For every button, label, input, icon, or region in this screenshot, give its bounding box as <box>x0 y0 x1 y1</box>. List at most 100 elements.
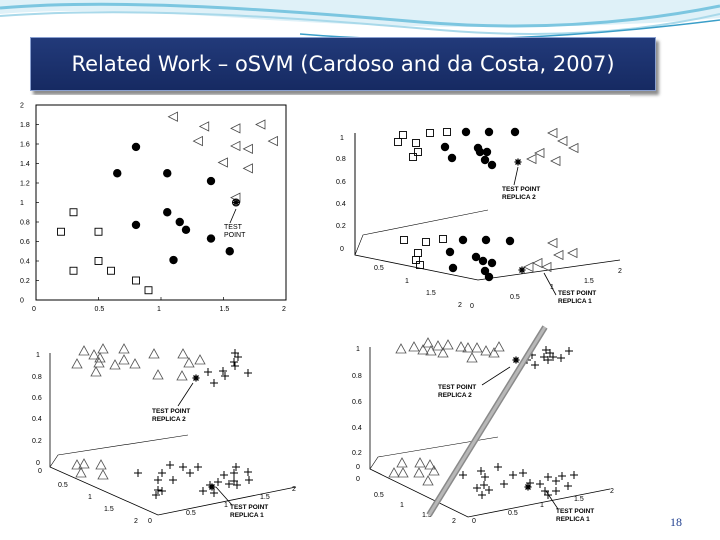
bl-axis-labels-left: 0 0.5 1 1.5 2 <box>38 468 138 525</box>
tr-circle-point <box>484 127 494 137</box>
br-cross-point <box>540 353 548 361</box>
br-axis-labels-right: 0 0.5 1 1.5 2 <box>472 488 614 525</box>
tr-arrow-lower <box>543 272 557 296</box>
bl-xtick: 1 <box>88 494 92 501</box>
br-cross-point <box>557 354 565 362</box>
tl-ytick-label: 0.4 <box>20 259 30 266</box>
tr-circle-point <box>458 235 468 245</box>
tl-label-arrow <box>229 208 237 224</box>
tl-square-point <box>132 276 140 285</box>
bl-triangle-point <box>176 370 188 381</box>
tr-label-upper-1: TEST POINT <box>502 186 540 193</box>
br-label-lower-1: TEST POINT <box>556 508 594 515</box>
tl-x-ticks: 0 0.5 1 1.5 2 <box>32 297 287 313</box>
br-triangle-point <box>455 341 467 352</box>
tl-square-point <box>57 227 65 236</box>
tl-ytick-label: 1.8 <box>20 122 30 129</box>
tr-square-point <box>412 139 420 147</box>
tr-circle-point <box>484 272 494 282</box>
tl-circle-point <box>175 217 184 227</box>
tl-xtick-label: 2 <box>282 306 286 313</box>
bl-test-replica-1 <box>208 483 216 491</box>
br-triangle-point <box>428 465 440 476</box>
tl-triangle-point <box>167 111 178 122</box>
bl-cross-point <box>230 469 238 477</box>
bl-triangle-point <box>129 358 141 369</box>
tr-ytick: 0.6 <box>336 179 346 186</box>
tr-ztick: 0 <box>470 303 474 310</box>
br-cross-point <box>544 491 552 499</box>
br-triangle-point <box>488 347 500 358</box>
tl-ytick-label: 1.2 <box>20 181 30 188</box>
tl-label-line1: TEST <box>224 224 243 231</box>
bl-y-ticks: 1 0.8 0.6 0.4 0.2 0 <box>32 352 42 467</box>
bl-cross-point <box>158 487 166 495</box>
bl-ytick: 0.6 <box>32 395 42 402</box>
br-cross-point <box>480 481 488 489</box>
tr-circle-point <box>480 266 490 276</box>
br-y-ticks: 1 0.8 0.6 0.4 0.2 0 <box>352 346 362 471</box>
br-triangle-point <box>417 344 429 355</box>
tr-circle-point <box>480 155 490 165</box>
bl-ytick: 1 <box>36 352 40 359</box>
bl-cross-point <box>199 487 207 495</box>
bl-ytick: 0.4 <box>32 416 42 423</box>
br-cross-point <box>531 361 539 369</box>
br-xtick: 0 <box>356 476 360 483</box>
tr-square-point <box>394 138 402 146</box>
tl-ytick-label: 0.8 <box>20 220 30 227</box>
tr-square-point <box>426 129 434 137</box>
br-triangle-point <box>466 352 478 363</box>
bl-triangle-point <box>148 348 160 359</box>
br-arrow-lower <box>545 490 559 510</box>
bl-xtick: 0.5 <box>58 482 68 489</box>
tr-circle-point <box>505 236 515 246</box>
br-triangle-point <box>425 345 437 356</box>
bl-triangle-point <box>109 359 121 370</box>
br-triangle-point <box>422 337 434 348</box>
bl-cross-point <box>231 362 239 370</box>
tr-xtick: 0.5 <box>374 265 384 272</box>
tr-square-point <box>443 128 451 136</box>
tr-data-marks <box>394 127 579 282</box>
br-cross-point <box>509 471 517 479</box>
bl-cross-point <box>158 469 166 477</box>
bl-cross-point <box>152 491 160 499</box>
br-triangle-point <box>408 341 420 352</box>
bl-triangle-point <box>90 366 102 377</box>
tr-xtick: 2 <box>458 302 462 309</box>
br-cross-point <box>519 469 527 477</box>
tr-circle-point <box>475 147 485 157</box>
tr-circle-point <box>448 263 458 273</box>
tr-test-replica-1 <box>518 266 526 274</box>
tl-triangle-point <box>230 123 241 134</box>
bl-triangle-point <box>183 357 195 368</box>
tl-ytick-label: 0.2 <box>20 278 30 285</box>
tr-triangle-point <box>550 155 561 167</box>
br-label-upper-2: REPLICA 2 <box>438 392 472 399</box>
tr-ytick: 1 <box>340 135 344 142</box>
plot-top-right: 1 0.8 0.6 0.4 0.2 0 0.5 1 1.5 2 0 0.5 1 … <box>336 127 622 310</box>
tl-y-ticks: 2 1.8 1.6 1.4 1.2 1 0.8 0.6 0.4 0.2 0 <box>20 103 39 305</box>
br-triangle-point <box>388 467 400 478</box>
tr-circle-point <box>447 153 457 163</box>
bl-cross-point <box>214 478 222 486</box>
tr-triangle-point <box>557 135 568 147</box>
bl-axis-labels-right: 0 0.5 1 1.5 2 <box>148 486 296 525</box>
br-cross-point <box>481 473 489 481</box>
br-ztick: 2 <box>610 488 614 495</box>
tr-circle-point <box>461 127 471 137</box>
tr-square-point <box>422 238 430 246</box>
tr-test-replica-2 <box>514 158 522 166</box>
br-ytick: 0 <box>356 464 360 471</box>
bl-ztick: 1.5 <box>260 494 270 501</box>
bl-cross-point <box>169 476 177 484</box>
br-cross-point <box>500 480 508 488</box>
bl-cross-point <box>221 372 229 380</box>
tl-test-point-star <box>232 199 240 206</box>
bl-label-lower-2: REPLICA 1 <box>230 512 264 519</box>
tr-ztick: 0.5 <box>510 294 520 301</box>
tl-triangle-point <box>192 135 203 147</box>
bl-arrow-lower <box>215 486 233 506</box>
br-xtick: 1.5 <box>422 512 432 519</box>
